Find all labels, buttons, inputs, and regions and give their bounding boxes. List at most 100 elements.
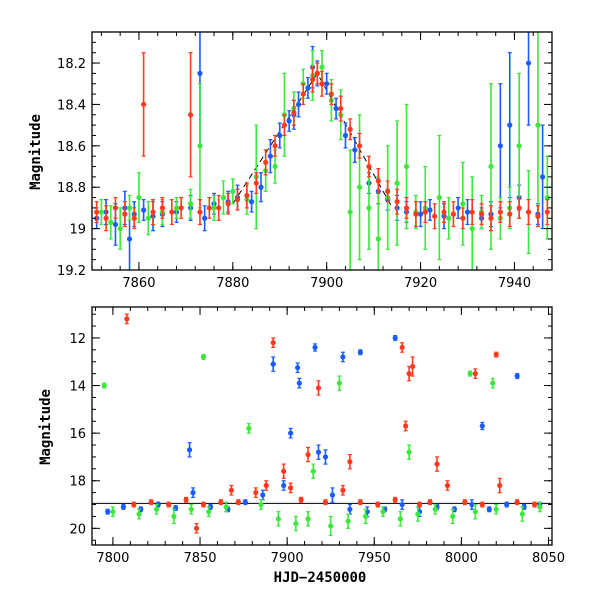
data-point <box>211 205 217 211</box>
data-point <box>145 215 151 221</box>
data-point <box>399 344 405 351</box>
data-point <box>225 201 231 207</box>
data-point <box>478 211 485 217</box>
data-point <box>436 194 442 201</box>
data-point <box>314 70 320 76</box>
data-point <box>108 219 114 225</box>
x-tick-label: 7920 <box>404 276 437 291</box>
data-point <box>230 188 236 194</box>
data-point <box>288 430 294 436</box>
y-tick-label: 18 <box>69 475 86 490</box>
data-point <box>497 482 503 489</box>
data-point <box>197 143 203 149</box>
data-point <box>441 209 447 215</box>
data-point <box>362 513 369 520</box>
data-point <box>525 60 532 66</box>
data-point <box>366 163 372 170</box>
data-point <box>234 197 241 203</box>
x-tick-label: 7850 <box>183 551 216 566</box>
data-point <box>472 371 478 377</box>
data-point <box>253 490 259 496</box>
data-point <box>248 199 255 205</box>
data-point <box>375 178 381 184</box>
data-point <box>516 143 522 149</box>
data-point <box>131 501 137 508</box>
data-point <box>253 180 259 186</box>
data-point <box>242 499 248 505</box>
data-point <box>340 354 346 360</box>
data-point <box>103 215 109 221</box>
data-point <box>329 492 336 498</box>
data-point <box>347 209 353 215</box>
y-tick-label: 12 <box>69 332 86 347</box>
data-point <box>300 91 306 97</box>
data-point <box>218 499 224 505</box>
data-point <box>519 511 525 517</box>
data-point <box>535 122 541 128</box>
data-point <box>450 513 456 520</box>
series-1 <box>101 354 543 537</box>
data-point <box>427 207 433 213</box>
series-1 <box>98 32 550 270</box>
data-point <box>392 497 398 503</box>
data-point <box>223 504 229 510</box>
data-point <box>406 371 412 377</box>
data-point <box>516 205 522 211</box>
x-tick-label: 7900 <box>271 551 304 566</box>
data-point <box>504 501 510 508</box>
bottom-panel: 7800 7850 7900 7950 8000 8050 12 14 16 18 20 <box>69 306 565 566</box>
data-point <box>415 511 421 517</box>
data-point <box>153 506 160 512</box>
data-point <box>315 385 322 391</box>
data-point <box>347 459 353 465</box>
y-tick-label: 18.6 <box>57 140 86 155</box>
data-point <box>244 192 250 199</box>
data-point <box>397 516 404 522</box>
data-point <box>126 236 133 242</box>
data-point <box>275 516 282 522</box>
y-tick-label: 18.8 <box>57 181 86 196</box>
series-2 <box>124 313 538 534</box>
bottom-x-axis-title: HJD−2450000 <box>274 570 367 586</box>
data-point <box>490 380 496 386</box>
data-point <box>94 209 100 215</box>
x-tick-label: 7880 <box>216 276 249 291</box>
data-point <box>392 335 398 341</box>
data-point <box>206 509 212 515</box>
data-point <box>235 499 241 505</box>
data-point <box>298 497 304 503</box>
series-2 <box>94 52 550 232</box>
data-point <box>281 122 288 128</box>
data-point <box>394 199 400 205</box>
data-point <box>193 525 200 531</box>
data-point <box>305 85 311 91</box>
data-point <box>310 77 316 83</box>
data-point <box>178 205 184 211</box>
data-point <box>399 501 405 508</box>
data-point <box>460 215 466 221</box>
data-point <box>136 511 142 517</box>
data-point <box>141 101 147 108</box>
x-tick-label: 7860 <box>122 276 155 291</box>
data-point <box>493 352 499 358</box>
data-point <box>312 344 318 351</box>
data-point <box>455 205 461 211</box>
data-point <box>110 509 116 515</box>
data-point <box>263 159 269 165</box>
data-point <box>432 506 438 512</box>
data-point <box>117 226 123 232</box>
data-point <box>514 499 520 505</box>
data-point <box>366 205 372 211</box>
data-point <box>216 205 222 211</box>
data-point <box>98 209 104 215</box>
data-point <box>467 371 473 377</box>
data-point <box>380 509 386 515</box>
data-point <box>356 184 363 190</box>
data-point <box>166 501 172 508</box>
data-point <box>328 91 334 97</box>
data-point <box>202 215 208 221</box>
data-point <box>544 209 550 215</box>
series-0 <box>94 32 546 270</box>
data-point <box>347 126 353 132</box>
